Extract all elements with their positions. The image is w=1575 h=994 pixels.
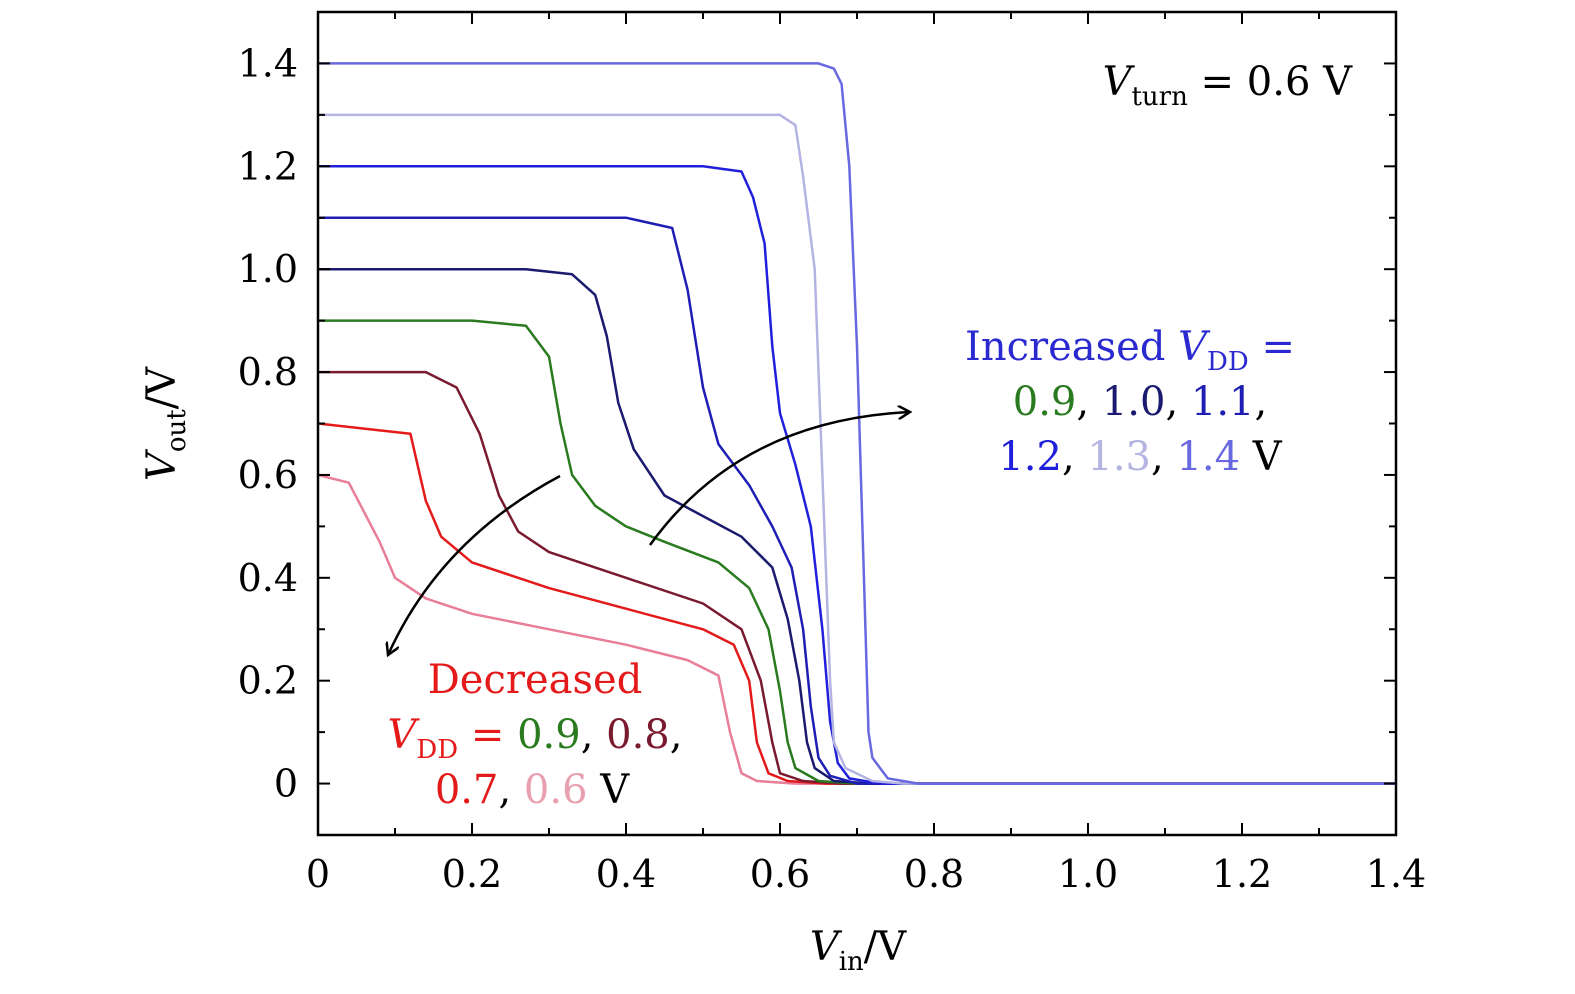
series-line-8: [318, 113, 1396, 785]
inc-line3-segment-3: ,: [1151, 434, 1176, 480]
series-layer: [318, 62, 1396, 785]
series-line-4: [318, 319, 1396, 785]
x-axis-label: Vin/V: [810, 924, 907, 977]
y-tick-label: 1.2: [238, 144, 298, 188]
dec-line2-segment-0: 0.9: [517, 712, 581, 758]
decreased-annotation-line3: 0.7, 0.6 V: [435, 767, 630, 813]
x-tick-label: 0.6: [750, 852, 810, 896]
dec-line3-segment-2: 0.6: [524, 767, 588, 813]
inc-line2-segment-2: 1.0: [1102, 379, 1166, 425]
inc-line3-segment-0: 1.2: [998, 434, 1062, 480]
x-tick-label: 1.4: [1366, 852, 1426, 896]
x-tick-label: 0.8: [904, 852, 964, 896]
dec-line3-segment-3: V: [588, 767, 631, 813]
decrease-arrow: [388, 474, 561, 655]
x-tick-label: 0: [306, 852, 330, 896]
dec-line3-segment-0: 0.7: [435, 767, 499, 813]
y-tick-label: 0.2: [238, 659, 298, 703]
increased-annotation-line1: Increased VDD =: [965, 324, 1295, 377]
series-line-6: [318, 216, 1396, 785]
y-tick-label: 0.4: [238, 556, 298, 600]
y-axis-label: Vout/V: [139, 366, 192, 481]
series-line-3: [318, 370, 1396, 785]
y-tick-label: 1.4: [238, 41, 298, 85]
dec-line3-segment-1: ,: [498, 767, 523, 813]
y-tick-label: 0: [274, 762, 298, 806]
inc-line2-segment-4: 1.1: [1191, 379, 1255, 425]
x-tick-label: 1.0: [1058, 852, 1118, 896]
ticks-layer: 0 0.2 0.4 0.6 0.8 1.0 1.2 1.400.20.40.60.81.01.…: [238, 11, 1426, 896]
y-tick-label: 0.8: [238, 350, 298, 394]
x-tick-label: 0.4: [596, 852, 656, 896]
series-line-7: [318, 165, 1396, 785]
inc-line3-segment-5: V: [1240, 434, 1283, 480]
decreased-annotation-line2: VDD = 0.9, 0.8,: [388, 712, 683, 765]
dec-line2-segment-2: 0.8: [606, 712, 670, 758]
series-line-5: [318, 267, 1396, 785]
series-line-1: [318, 473, 1396, 785]
series-line-9: [318, 62, 1396, 785]
inc-line2-segment-5: ,: [1255, 379, 1268, 425]
decreased-annotation-line1: Decreased: [428, 657, 643, 703]
increased-annotation-line2: 0.9, 1.0, 1.1,: [1013, 379, 1267, 425]
inc-line2-segment-0: 0.9: [1013, 379, 1077, 425]
inc-line3-segment-4: 1.4: [1176, 434, 1240, 480]
dec-line2-segment-3: ,: [670, 712, 683, 758]
vturn-annotation: Vturn = 0.6 V: [1103, 59, 1354, 112]
x-tick-label: 0.2: [442, 852, 502, 896]
y-tick-label: 0.6: [238, 453, 298, 497]
inc-line2-segment-3: ,: [1165, 379, 1190, 425]
inc-line2-segment-1: ,: [1076, 379, 1101, 425]
dec-line2-segment-1: ,: [581, 712, 606, 758]
y-tick-label: 1.0: [238, 247, 298, 291]
increase-arrow: [648, 412, 910, 546]
increased-annotation-line3: 1.2, 1.3, 1.4 V: [998, 434, 1282, 480]
inc-line3-segment-1: ,: [1062, 434, 1087, 480]
x-tick-label: 1.2: [1212, 852, 1272, 896]
inc-line3-segment-2: 1.3: [1087, 434, 1151, 480]
series-line-2: [318, 422, 1396, 785]
